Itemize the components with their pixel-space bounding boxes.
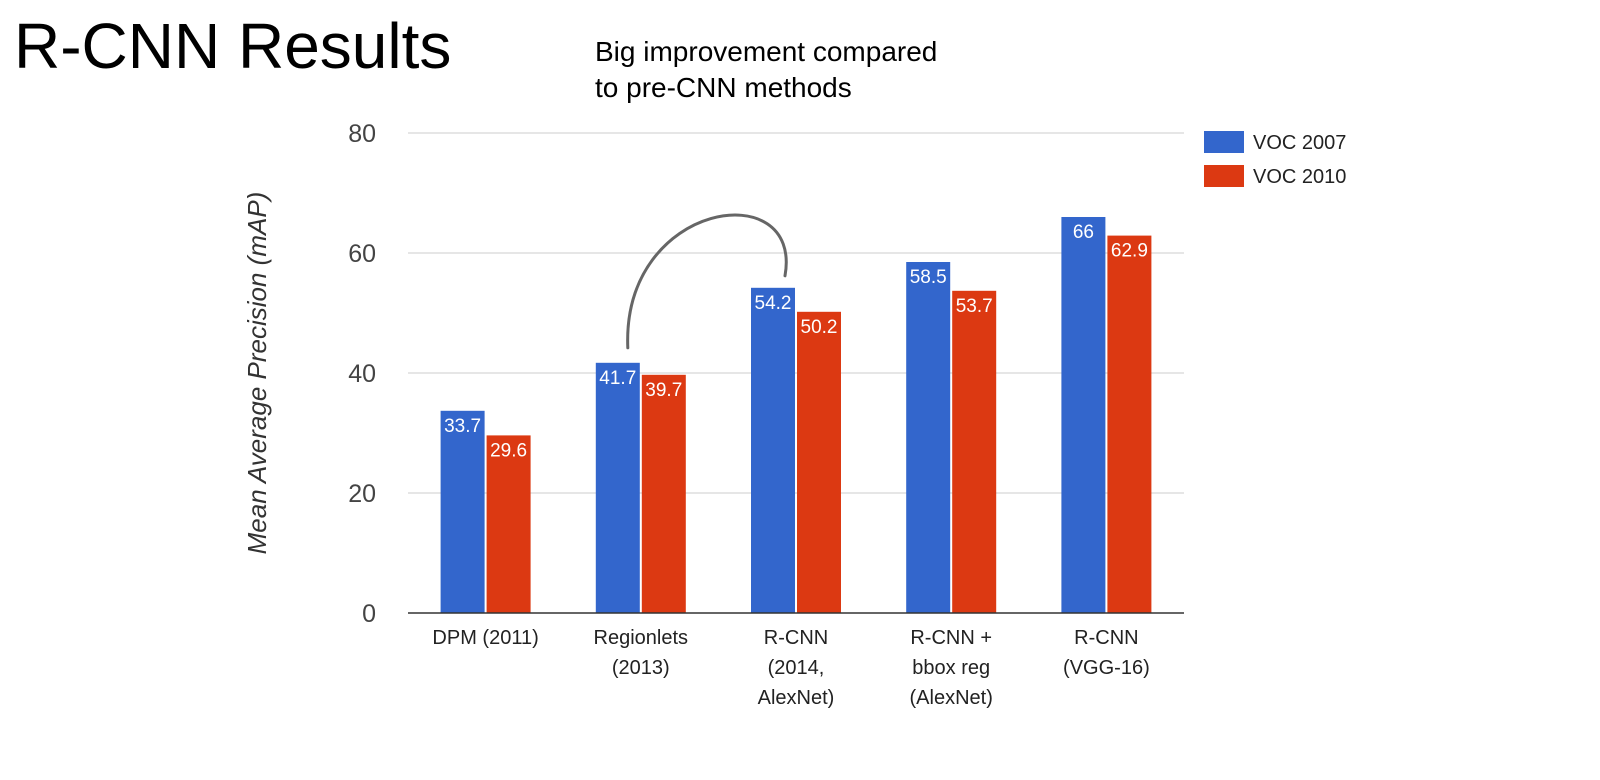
bar xyxy=(751,287,795,613)
x-tick-label-line: (2014, xyxy=(768,657,825,679)
data-label: 50.2 xyxy=(801,317,838,338)
y-axis-title: Mean Average Precision (mAP) xyxy=(242,192,272,555)
y-tick-label: 0 xyxy=(362,600,376,628)
x-tick-label-line: R-CNN xyxy=(1074,627,1138,649)
bar xyxy=(1107,235,1152,613)
y-tick-label: 40 xyxy=(348,360,376,388)
x-tick-label-line: R-CNN + xyxy=(910,627,992,649)
bar xyxy=(440,410,485,613)
legend-label: VOC 2010 xyxy=(1253,166,1346,188)
legend-swatch xyxy=(1204,131,1244,153)
subtitle: Big improvement compared to pre-CNN meth… xyxy=(595,34,937,106)
data-label: 39.7 xyxy=(645,380,682,401)
x-tick-label-line: (2013) xyxy=(612,657,670,679)
x-tick-label: R-CNN (VGG-16) xyxy=(1063,627,1150,679)
bar xyxy=(595,362,640,613)
x-tick-label-line: (VGG-16) xyxy=(1063,657,1150,679)
x-tick-label-line: Regionlets xyxy=(594,627,689,649)
y-tick-label: 60 xyxy=(348,240,376,268)
bars xyxy=(440,217,1152,613)
x-tick-label: R-CNN (2014, AlexNet) xyxy=(758,627,835,709)
subtitle-line-1: Big improvement compared xyxy=(595,36,938,67)
data-label: 54.2 xyxy=(755,293,792,314)
legend-label: VOC 2007 xyxy=(1253,132,1346,154)
bar xyxy=(486,435,531,613)
bar xyxy=(641,374,686,613)
subtitle-line-2: to pre-CNN methods xyxy=(595,72,852,103)
data-label: 41.7 xyxy=(599,368,636,389)
data-label: 58.5 xyxy=(910,267,947,288)
y-tick-label: 80 xyxy=(348,120,376,148)
x-tick-label-line: AlexNet) xyxy=(758,687,835,709)
x-tick-label-line: R-CNN xyxy=(764,627,828,649)
gridlines xyxy=(408,132,1184,494)
y-tick-label: 20 xyxy=(348,480,376,508)
x-tick-label-line: DPM (2011) xyxy=(432,627,538,649)
data-label: 29.6 xyxy=(490,440,527,461)
bar xyxy=(906,262,951,613)
data-label: 33.7 xyxy=(444,416,481,437)
data-label: 53.7 xyxy=(956,296,993,317)
x-tick-label-line: bbox reg xyxy=(912,657,990,679)
data-labels: 33.7 29.6 41.7 39.7 54.2 50.2 58.5 53.7 66 62.9 xyxy=(444,222,1148,461)
bar xyxy=(952,290,997,613)
x-tick-label: R-CNN + bbox reg (AlexNet) xyxy=(910,627,993,709)
x-tick-label: Regionlets (2013) xyxy=(594,627,689,679)
legend-swatch xyxy=(1204,165,1244,187)
data-label: 62.9 xyxy=(1111,241,1148,262)
axes: 0 20 40 60 80 Mean Average Precision (mAP) DPM… xyxy=(242,120,1184,709)
annotation-arc xyxy=(626,213,788,350)
slide-title: R-CNN Results xyxy=(14,10,452,82)
x-tick-label: DPM (2011) xyxy=(432,627,538,649)
data-label: 66 xyxy=(1073,222,1094,243)
annotations xyxy=(626,213,788,350)
bar xyxy=(1061,217,1106,613)
legend: VOC 2007 VOC 2010 xyxy=(1204,131,1346,188)
bar xyxy=(797,311,841,613)
x-tick-label-line: (AlexNet) xyxy=(910,687,993,709)
